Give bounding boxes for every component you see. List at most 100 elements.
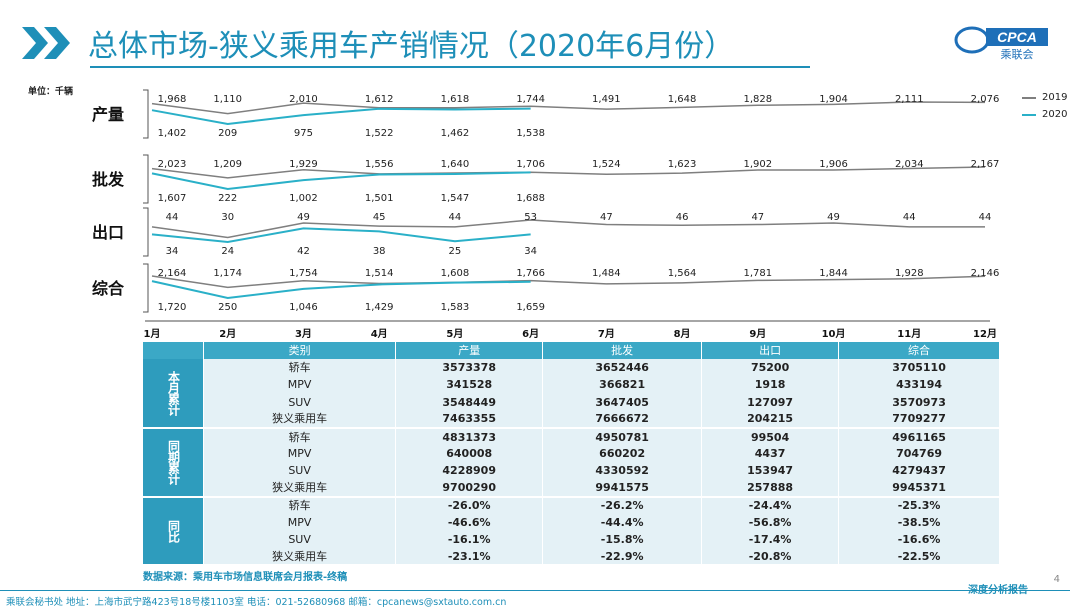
cell-value: 704769 (838, 445, 1000, 463)
data-label-2019: 1,906 (819, 159, 848, 170)
svg-text:CPCA: CPCA (997, 29, 1037, 45)
panel-bracket (143, 263, 149, 313)
data-label-2019: 49 (827, 212, 840, 223)
data-label-2019: 1,174 (213, 268, 242, 279)
data-label-2020: 1,402 (158, 128, 187, 139)
data-label-2019: 1,484 (592, 268, 621, 279)
cell-value: -25.3% (838, 496, 1000, 514)
data-label-2019: 53 (524, 212, 537, 223)
cell-value: -22.9% (542, 548, 703, 567)
data-label-2020: 1,538 (516, 128, 545, 139)
cell-value: 7709277 (838, 410, 1000, 429)
category-cell: 狭义乘用车 (203, 410, 397, 429)
svg-text:乘联会: 乘联会 (1001, 48, 1034, 61)
data-label-2020: 1,583 (441, 302, 470, 313)
column-header: 出口 (701, 342, 840, 360)
data-label-2020: 1,429 (365, 302, 394, 313)
table-row: 狭义乘用车 7463355 7666672 204215 7709277 (143, 410, 1000, 429)
cell-value: -26.2% (542, 496, 703, 514)
panel-label: 产量 (92, 105, 124, 124)
data-label-2019: 1,754 (289, 268, 318, 279)
series-line-2020 (151, 280, 531, 300)
category-cell: SUV (203, 393, 397, 411)
cell-value: 9945371 (838, 479, 1000, 498)
legend-item-2020: 2020 (1022, 109, 1067, 120)
data-label-2019: 2,167 (971, 159, 1000, 170)
table-header-row: 类别 产量 批发 出口 综合 (143, 342, 1000, 360)
category-cell: 轿车 (203, 359, 397, 377)
data-label-2019: 1,648 (668, 94, 697, 105)
data-label-2020: 24 (221, 246, 234, 257)
series-line-2019 (151, 219, 985, 239)
data-label-2019: 1,491 (592, 94, 621, 105)
legend: 2019 2020 (1022, 92, 1067, 126)
data-label-2019: 2,111 (895, 94, 924, 105)
x-tick-label: 4月 (371, 328, 388, 340)
chevron-icon (22, 27, 70, 59)
data-label-2020: 42 (297, 246, 310, 257)
column-header: 综合 (838, 342, 1000, 360)
data-label-2019: 1,766 (516, 268, 545, 279)
cell-value: -56.8% (701, 513, 840, 532)
data-label-2019: 1,706 (516, 159, 545, 170)
cell-value: -24.4% (701, 496, 840, 514)
cell-value: 1918 (701, 376, 840, 394)
x-tick-label: 6月 (522, 328, 539, 340)
cell-value: -15.8% (542, 531, 703, 549)
data-label-2019: 1,929 (289, 159, 318, 170)
cell-value: 4330592 (542, 462, 703, 480)
cell-value: 4831373 (395, 427, 544, 446)
cell-value: 7463355 (395, 410, 544, 429)
x-tick-label: 3月 (295, 328, 312, 340)
cell-value: 3705110 (838, 359, 1000, 377)
data-label-2020: 209 (218, 128, 237, 139)
x-tick-label: 8月 (674, 328, 691, 340)
table-row: SUV 4228909 4330592 153947 4279437 (143, 462, 1000, 480)
data-label-2019: 1,556 (365, 159, 394, 170)
category-cell: MPV (203, 513, 397, 532)
cell-value: 366821 (542, 376, 703, 394)
data-label-2020: 1,462 (441, 128, 470, 139)
cell-value: 4961165 (838, 427, 1000, 446)
data-label-2020: 34 (524, 246, 537, 257)
cell-value: 3570973 (838, 393, 1000, 411)
table-row: 狭义乘用车 -23.1% -22.9% -20.8% -22.5% (143, 548, 1000, 567)
data-label-2019: 46 (676, 212, 689, 223)
legend-label: 2019 (1042, 92, 1068, 103)
category-cell: 轿车 (203, 427, 397, 446)
data-label-2019: 1,744 (516, 94, 545, 105)
data-label-2019: 2,076 (971, 94, 1000, 105)
data-label-2019: 1,623 (668, 159, 697, 170)
cell-value: 640008 (395, 445, 544, 463)
column-header: 类别 (203, 342, 397, 360)
data-label-2019: 1,844 (819, 268, 848, 279)
x-tick-label: 2月 (219, 328, 236, 340)
table-row: 同期累计 轿车 4831373 4950781 99504 4961165 (143, 427, 1000, 498)
cell-value: 99504 (701, 427, 840, 446)
data-label-2019: 1,902 (743, 159, 772, 170)
cell-value: -16.1% (395, 531, 544, 549)
cell-value: -16.6% (838, 531, 1000, 549)
x-tick-label: 9月 (749, 328, 766, 340)
cell-value: 153947 (701, 462, 840, 480)
title-underline (90, 66, 810, 68)
unit-label: 单位：千辆 (28, 87, 74, 97)
data-label-2019: 1,828 (743, 94, 772, 105)
data-source: 数据来源：乘用车市场信息联席会月报表-终稿 (143, 572, 348, 583)
data-label-2019: 1,640 (441, 159, 470, 170)
data-label-2019: 30 (221, 212, 234, 223)
cell-value: 3652446 (542, 359, 703, 377)
panel-bracket (143, 154, 149, 204)
data-label-2019: 49 (297, 212, 310, 223)
column-header: 产量 (395, 342, 544, 360)
data-label-2019: 1,968 (158, 94, 187, 105)
cell-value: 75200 (701, 359, 840, 377)
cell-value: -46.6% (395, 513, 544, 532)
data-label-2019: 44 (166, 212, 179, 223)
cell-value: 3573378 (395, 359, 544, 377)
cell-value: 3647405 (542, 393, 703, 411)
data-label-2020: 975 (294, 128, 313, 139)
data-table: 类别 产量 批发 出口 综合 本月累计 轿车 3573378 3652446 75200 37051… (143, 342, 1000, 567)
data-label-2020: 1,547 (441, 193, 470, 204)
cell-value: 127097 (701, 393, 840, 411)
